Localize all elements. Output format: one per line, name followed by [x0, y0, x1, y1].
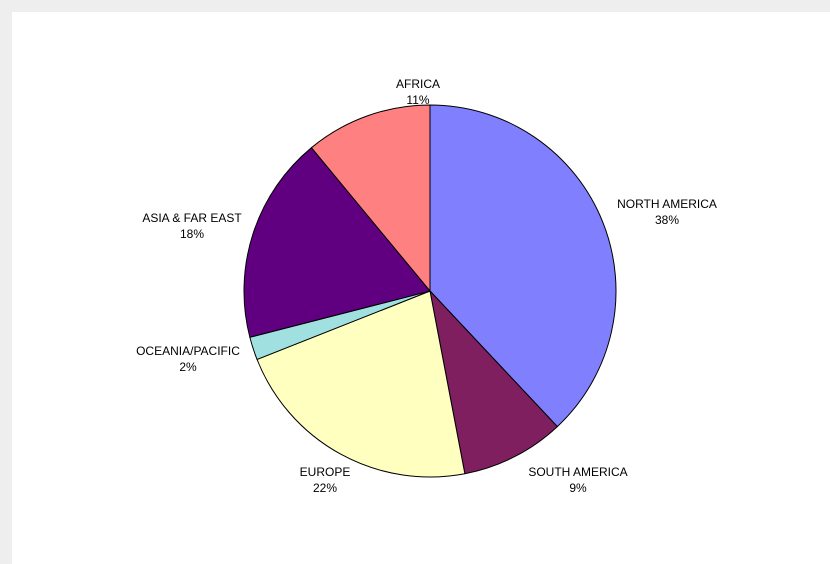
slice-label-africa: AFRICA — [396, 77, 440, 91]
slice-percent-asia-far-east: 18% — [180, 227, 204, 241]
slice-asia-far-east — [243, 147, 431, 338]
slice-percent-africa: 11% — [406, 93, 429, 107]
slice-europe — [256, 290, 466, 478]
pie-chart: NORTH AMERICA 38% SOUTH AMERICA 9% EUROPE 22%… — [136, 77, 717, 495]
slice-label-oceania-pacific: OCEANIA/PACIFIC — [136, 344, 240, 358]
slice-percent-south-america: 9% — [569, 481, 587, 495]
slice-africa — [310, 104, 431, 292]
slice-label-south-america: SOUTH AMERICA — [528, 465, 627, 479]
slice-label-europe: EUROPE — [300, 465, 351, 479]
slice-percent-europe: 22% — [313, 481, 337, 495]
slice-label-north-america: NORTH AMERICA — [617, 197, 717, 211]
pie-labels: NORTH AMERICA 38% SOUTH AMERICA 9% EUROPE 22%… — [136, 77, 717, 495]
slice-south-america — [429, 290, 558, 475]
chart-panel: NORTH AMERICA 38% SOUTH AMERICA 9% EUROPE 22%… — [12, 12, 830, 564]
pie-slices — [243, 104, 617, 478]
slice-label-asia-far-east: ASIA & FAR EAST — [142, 211, 242, 225]
slice-percent-oceania-pacific: 2% — [179, 360, 197, 374]
slice-north-america — [429, 104, 617, 428]
slice-percent-north-america: 38% — [655, 213, 679, 227]
